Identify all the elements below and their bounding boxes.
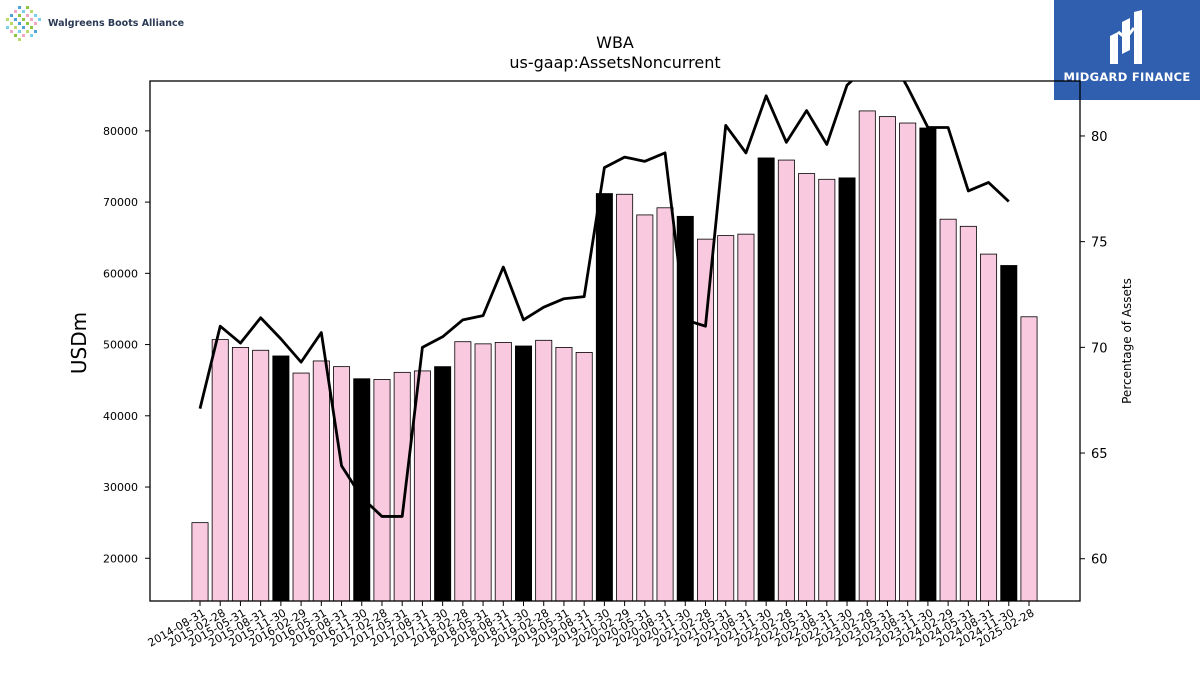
axes-layer: 20000 30000 40000 50000 60000 70000 80000 60 65 7… bbox=[103, 80, 1108, 650]
walgreens-logo-text: Walgreens Boots Alliance bbox=[48, 17, 185, 29]
globe-square bbox=[6, 26, 9, 29]
bar-2018-02-28 bbox=[454, 341, 472, 601]
bar-2023-05-31 bbox=[878, 116, 896, 601]
y-tick-label: 60000 bbox=[103, 267, 138, 280]
y2-tick-label: 60 bbox=[1091, 553, 1108, 568]
globe-square bbox=[10, 14, 13, 17]
midgard-finance-logo: MIDGARD FINANCE bbox=[1054, 0, 1200, 100]
bar-2022-11-30 bbox=[838, 177, 856, 601]
bar-2020-08-31 bbox=[656, 207, 674, 601]
globe-square bbox=[26, 30, 29, 33]
bar-2017-02-28 bbox=[373, 379, 391, 601]
bar-2017-08-31 bbox=[413, 370, 431, 601]
globe-square bbox=[14, 10, 17, 13]
bar-2022-02-28 bbox=[777, 159, 795, 601]
bar-2017-05-31 bbox=[393, 371, 411, 601]
globe-square bbox=[22, 26, 25, 29]
bar-2015-05-31 bbox=[231, 347, 249, 601]
bar-2020-02-29 bbox=[616, 193, 634, 601]
y-tick-label: 20000 bbox=[103, 552, 138, 565]
globe-square bbox=[18, 38, 21, 41]
bar-2022-05-31 bbox=[798, 173, 816, 601]
globe-square bbox=[22, 10, 25, 13]
bar-2021-02-28 bbox=[697, 238, 714, 601]
midgard-finance-text: MIDGARD FINANCE bbox=[1063, 70, 1191, 84]
y2-axis-label: Percentage of Assets bbox=[1120, 278, 1134, 404]
bar-2015-02-28 bbox=[211, 339, 229, 601]
plot-frame bbox=[149, 80, 1081, 602]
globe-square bbox=[22, 18, 25, 21]
globe-square bbox=[34, 30, 37, 33]
line-layer bbox=[198, 81, 1010, 518]
y-tick-label: 30000 bbox=[103, 481, 138, 494]
globe-square bbox=[26, 14, 29, 17]
bar-2014-08-31 bbox=[191, 522, 209, 601]
bar-2024-02-29 bbox=[939, 218, 957, 601]
bar-2023-11-30 bbox=[919, 127, 937, 601]
y-tick-label: 70000 bbox=[103, 196, 138, 209]
globe-square bbox=[30, 26, 33, 29]
bar-2018-08-31 bbox=[494, 342, 512, 601]
y-tick-label: 80000 bbox=[103, 125, 138, 138]
globe-square bbox=[30, 34, 33, 37]
bar-2024-08-31 bbox=[980, 253, 998, 601]
globe-square bbox=[18, 6, 21, 9]
bar-2019-05-31 bbox=[555, 347, 573, 601]
globe-square bbox=[14, 34, 17, 37]
bar-2017-11-30 bbox=[434, 366, 452, 601]
globe-square bbox=[38, 18, 41, 21]
bar-2021-05-31 bbox=[717, 235, 735, 601]
globe-square bbox=[26, 22, 29, 25]
bar-2021-11-30 bbox=[757, 157, 775, 601]
bar-2015-11-30 bbox=[272, 355, 290, 601]
bar-2020-11-30 bbox=[676, 215, 694, 601]
bar-2021-08-31 bbox=[737, 233, 755, 601]
bar-2019-02-28 bbox=[535, 339, 553, 601]
y2-tick-label: 65 bbox=[1091, 447, 1108, 462]
globe-square bbox=[34, 22, 37, 25]
globe-square bbox=[10, 22, 13, 25]
globe-square bbox=[18, 30, 21, 33]
y-axis-label: USDm bbox=[67, 312, 91, 374]
globe-square bbox=[6, 18, 9, 21]
globe-square bbox=[30, 10, 33, 13]
globe-square bbox=[18, 22, 21, 25]
globe-square bbox=[26, 6, 29, 9]
bar-2022-08-31 bbox=[818, 178, 836, 601]
bar-2023-08-31 bbox=[899, 122, 917, 601]
bar-2018-11-30 bbox=[515, 345, 532, 601]
globe-square bbox=[22, 34, 25, 37]
checker-globe-icon bbox=[6, 6, 41, 41]
globe-square bbox=[10, 30, 13, 33]
bar-2024-05-31 bbox=[959, 225, 977, 601]
bars-layer bbox=[191, 110, 1038, 601]
y2-tick-label: 80 bbox=[1091, 130, 1108, 145]
bar-2024-11-30 bbox=[1000, 265, 1018, 601]
globe-square bbox=[34, 14, 37, 17]
bar-2016-02-29 bbox=[292, 372, 310, 601]
bar-2019-11-30 bbox=[595, 193, 613, 601]
y2-tick-label: 70 bbox=[1091, 341, 1108, 356]
bar-2023-02-28 bbox=[858, 110, 876, 601]
chart-title: WBA bbox=[596, 33, 634, 52]
bar-2019-08-31 bbox=[575, 351, 593, 601]
bar-2018-05-31 bbox=[474, 343, 492, 601]
chart-subtitle: us-gaap:AssetsNoncurrent bbox=[509, 53, 720, 72]
bar-2025-02-28 bbox=[1020, 316, 1038, 601]
y-tick-label: 40000 bbox=[103, 410, 138, 423]
globe-square bbox=[14, 26, 17, 29]
globe-square bbox=[30, 18, 33, 21]
y2-tick-label: 75 bbox=[1091, 236, 1108, 251]
walgreens-logo: Walgreens Boots Alliance bbox=[4, 4, 184, 42]
bar-2020-05-31 bbox=[636, 214, 654, 601]
y-tick-label: 50000 bbox=[103, 339, 138, 352]
bar-2016-08-31 bbox=[333, 366, 351, 601]
bar-2016-11-30 bbox=[353, 378, 371, 601]
bar-2015-08-31 bbox=[252, 349, 270, 601]
midgard-m-icon bbox=[1110, 10, 1142, 64]
globe-square bbox=[14, 18, 17, 21]
globe-square bbox=[18, 14, 21, 17]
bar-2016-05-31 bbox=[312, 360, 330, 601]
